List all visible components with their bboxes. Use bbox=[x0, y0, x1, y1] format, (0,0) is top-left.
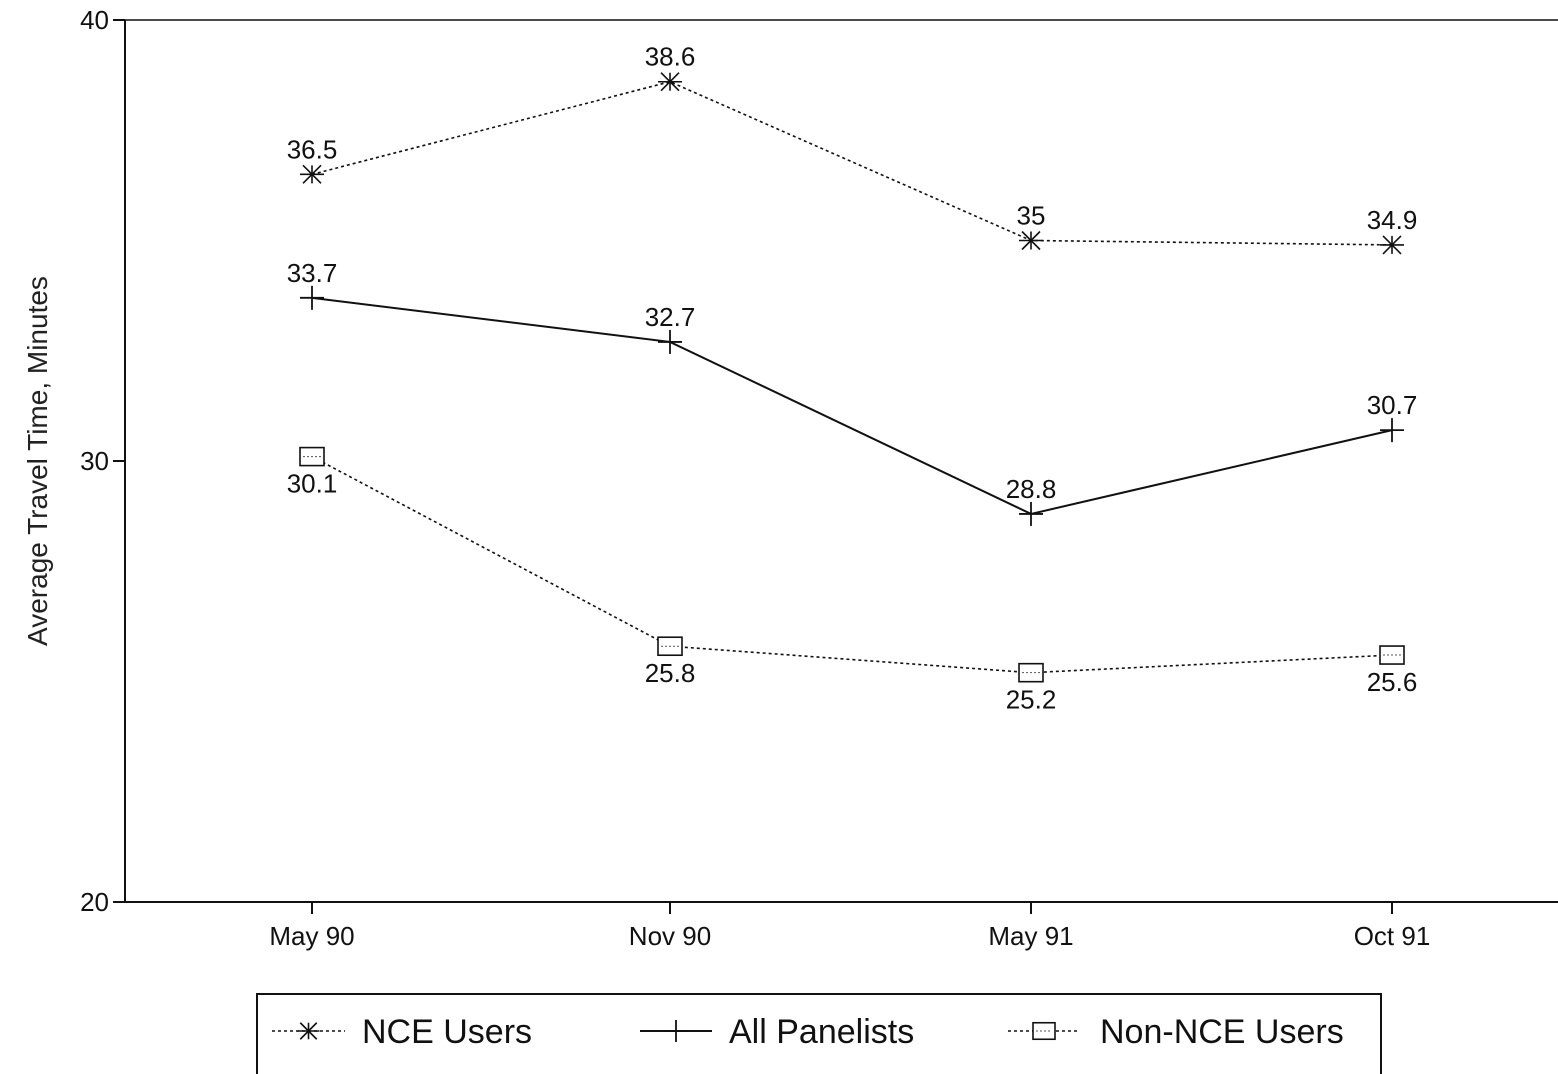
x-tick-label: Oct 91 bbox=[1354, 921, 1431, 951]
legend: NCE Users All Panelists Non-NCE Users bbox=[256, 993, 1382, 1074]
square-marker bbox=[1379, 645, 1405, 665]
data-label: 38.6 bbox=[645, 42, 696, 72]
series-layer: 36.5 38.6 35 34.9 33.7 32.7 28.8 30.7 30.1 25.8 25… bbox=[287, 42, 1418, 715]
plus-marker bbox=[300, 285, 324, 310]
data-label: 28.8 bbox=[1006, 474, 1057, 504]
plus-marker bbox=[658, 329, 682, 354]
data-label: 32.7 bbox=[645, 302, 696, 332]
data-label: 34.9 bbox=[1367, 205, 1418, 235]
series-line bbox=[311, 80, 1393, 246]
data-label: 25.2 bbox=[1006, 685, 1057, 715]
y-tick-label: 20 bbox=[80, 887, 109, 917]
series-line bbox=[311, 296, 1393, 515]
legend-entry: All Panelists bbox=[640, 1013, 914, 1051]
x-tick-label: May 91 bbox=[988, 921, 1073, 951]
plus-marker bbox=[665, 1020, 687, 1042]
legend-label: All Panelists bbox=[729, 1013, 914, 1051]
data-label: 33.7 bbox=[287, 258, 338, 288]
x-tick-label: May 90 bbox=[269, 921, 354, 951]
axes: 20 30 40 May 90 Nov 90 May 91 Oct 91 Average Tr… bbox=[22, 5, 1558, 951]
legend-entry: NCE Users bbox=[272, 1013, 532, 1051]
asterisk-marker bbox=[1380, 235, 1404, 255]
legend-label: NCE Users bbox=[362, 1013, 532, 1051]
data-label: 36.5 bbox=[287, 134, 338, 164]
data-label: 25.8 bbox=[645, 658, 696, 688]
y-tick-label: 40 bbox=[80, 5, 109, 35]
plus-marker bbox=[1019, 501, 1043, 526]
y-tick-label: 30 bbox=[80, 446, 109, 476]
asterisk-marker bbox=[658, 72, 682, 92]
data-label: 30.1 bbox=[287, 469, 338, 499]
series-non-nce-users: 30.1 25.8 25.2 25.6 bbox=[287, 446, 1418, 715]
square-marker bbox=[1018, 662, 1044, 683]
series-nce-users: 36.5 38.6 35 34.9 bbox=[287, 42, 1418, 255]
legend-label: Non-NCE Users bbox=[1100, 1013, 1344, 1051]
x-tick-label: Nov 90 bbox=[629, 921, 711, 951]
square-marker bbox=[1032, 1021, 1056, 1041]
legend-entry: Non-NCE Users bbox=[1008, 1013, 1344, 1051]
asterisk-marker bbox=[297, 1022, 320, 1040]
asterisk-marker bbox=[300, 164, 324, 184]
data-label: 35 bbox=[1017, 201, 1046, 231]
plus-marker bbox=[1380, 418, 1404, 443]
square-marker bbox=[299, 446, 325, 467]
legend-box bbox=[256, 993, 1382, 1074]
square-marker bbox=[657, 636, 683, 657]
data-label: 25.6 bbox=[1367, 667, 1418, 697]
series-all-panelists: 33.7 32.7 28.8 30.7 bbox=[287, 258, 1418, 526]
series-line bbox=[311, 455, 1393, 674]
y-axis-title: Average Travel Time, Minutes bbox=[22, 276, 53, 646]
data-label: 30.7 bbox=[1367, 390, 1418, 420]
asterisk-marker bbox=[1019, 230, 1043, 251]
